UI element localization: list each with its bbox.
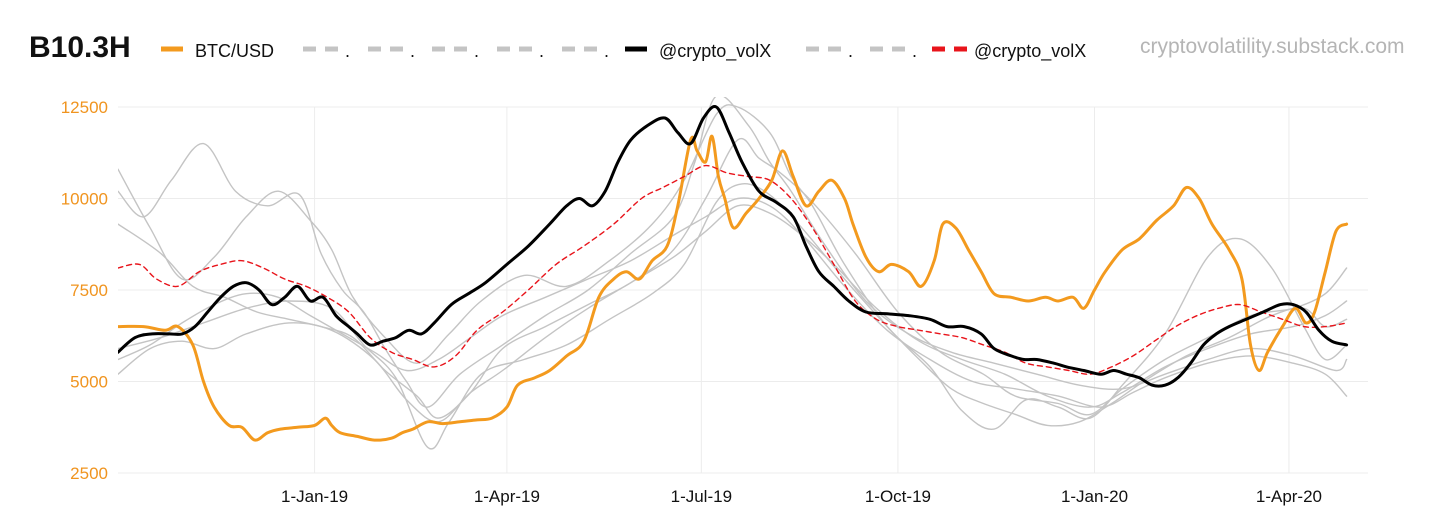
series-line-red — [118, 164, 1348, 375]
series-line-black — [118, 105, 1349, 388]
x-tick-label: 1-Oct-19 — [865, 487, 931, 506]
series-line-gray — [118, 97, 1348, 408]
y-tick-label: 5000 — [70, 373, 108, 392]
chart-title: B10.3H — [29, 31, 131, 64]
legend-label: . — [539, 41, 544, 61]
legend-label: . — [410, 41, 415, 61]
x-tick-label: 1-Apr-19 — [474, 487, 540, 506]
legend-item: . — [368, 41, 415, 61]
y-axis: 2500 5000 7500 10000 12500 — [61, 98, 108, 483]
x-tick-label: 1-Jan-19 — [281, 487, 348, 506]
legend-label: @crypto_volX — [659, 41, 771, 62]
y-tick-label: 7500 — [70, 281, 108, 300]
legend-item: . — [432, 41, 479, 61]
legend-label: . — [604, 41, 609, 61]
x-axis: 1-Jan-19 1-Apr-19 1-Jul-19 1-Oct-19 1-Jan-20… — [281, 487, 1322, 506]
x-tick-label: 1-Jul-19 — [671, 487, 732, 506]
legend-label: . — [345, 41, 350, 61]
legend-label: BTC/USD — [195, 41, 274, 61]
series-line-btc — [118, 134, 1349, 442]
legend-item: . — [497, 41, 544, 61]
x-tick-label: 1-Apr-20 — [1256, 487, 1322, 506]
legend-item: . — [303, 41, 350, 61]
legend-label: @crypto_volX — [974, 41, 1086, 62]
legend-item: BTC/USD — [161, 41, 274, 61]
y-tick-label: 10000 — [61, 190, 108, 209]
series-line-gray — [118, 204, 1348, 423]
legend-item: . — [806, 41, 853, 61]
source-credit: cryptovolatility.substack.com — [1140, 35, 1405, 58]
legend: BTC/USD..... @crypto_volX.. @crypto_volX — [161, 41, 1086, 62]
legend-label: . — [848, 41, 853, 61]
y-tick-label: 12500 — [61, 98, 108, 117]
legend-item: @crypto_volX — [932, 41, 1086, 62]
x-tick-label: 1-Jan-20 — [1061, 487, 1128, 506]
y-tick-label: 2500 — [70, 464, 108, 483]
legend-item: . — [870, 41, 917, 61]
legend-item: @crypto_volX — [625, 41, 771, 62]
legend-item: . — [562, 41, 609, 61]
series-line-gray — [118, 104, 1348, 430]
legend-label: . — [474, 41, 479, 61]
series-line-gray — [118, 197, 1348, 408]
legend-label: . — [912, 41, 917, 61]
series-lines — [118, 97, 1349, 450]
series-line-gray — [118, 137, 1348, 419]
